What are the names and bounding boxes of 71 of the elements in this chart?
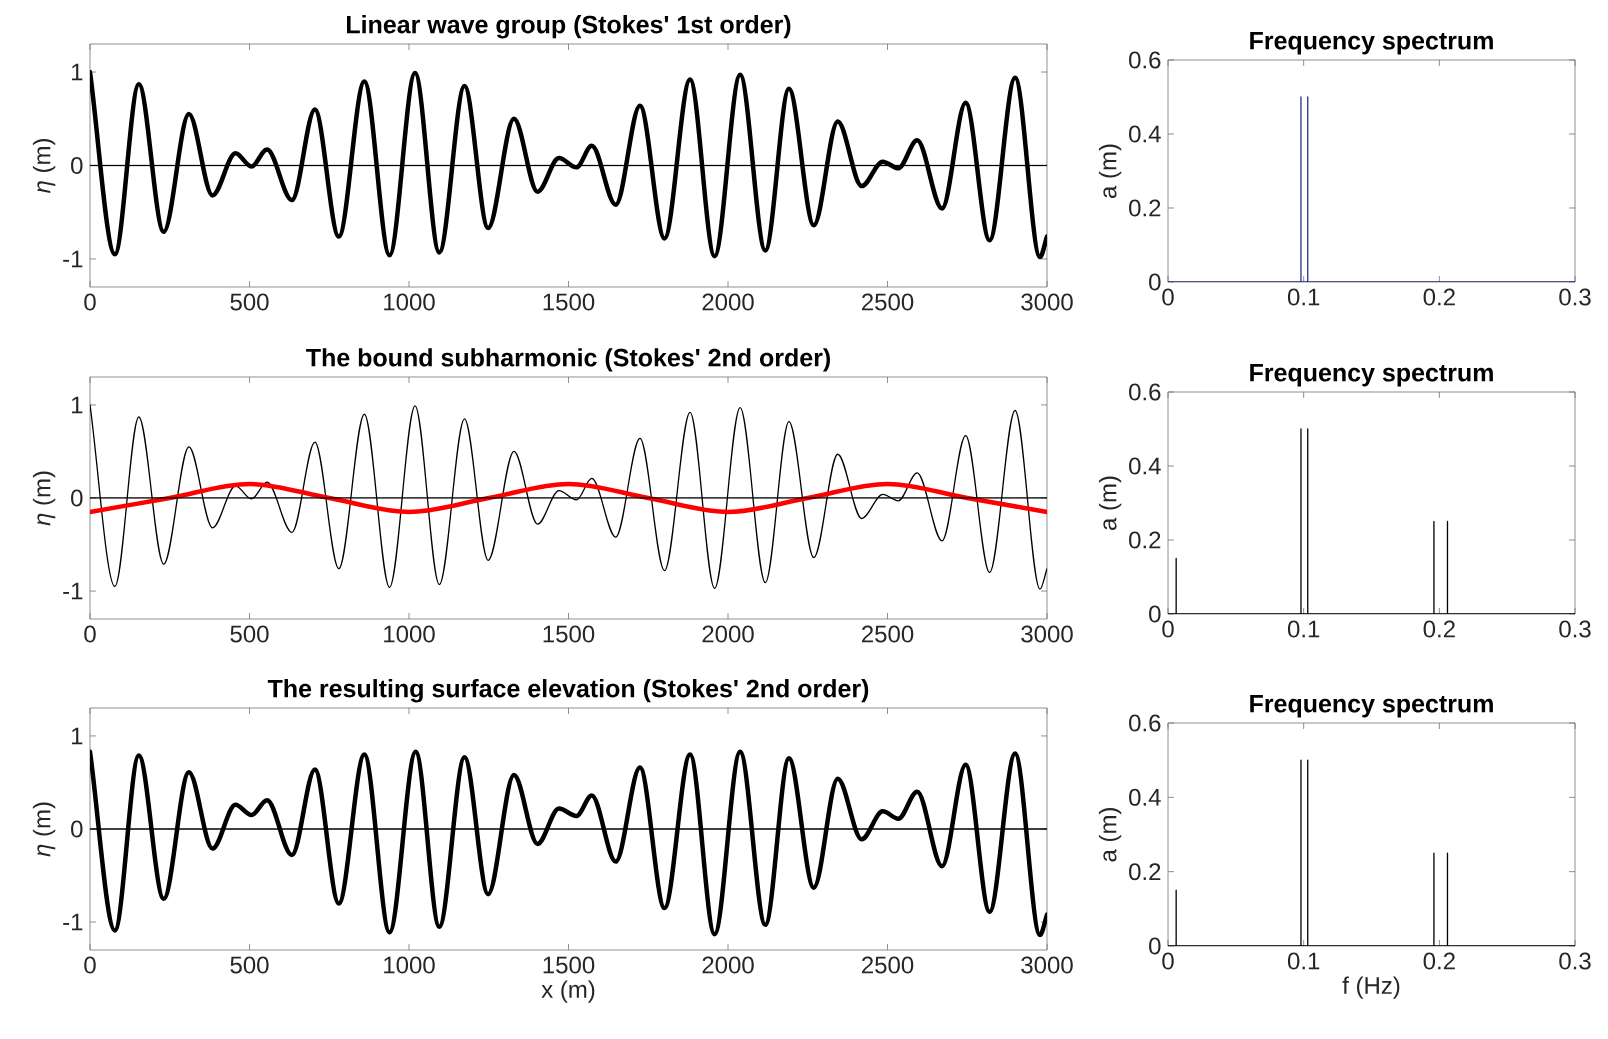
y-axis-title: a (m)	[1098, 476, 1122, 530]
x-tick-label: 0.2	[1423, 952, 1455, 970]
x-tick-label: 2500	[862, 625, 914, 643]
y-tick-label: -1	[63, 582, 83, 600]
chart-title: Frequency spectrum	[1250, 695, 1493, 718]
x-tick-label: 500	[230, 956, 269, 974]
x-tick-label: 1500	[543, 956, 595, 974]
x-tick-label: 1500	[543, 293, 595, 311]
line-series	[90, 749, 1048, 938]
x-tick-label: 2500	[862, 293, 914, 311]
x-tick-label: 0.3	[1559, 620, 1591, 638]
x-axis-title: x (m)	[541, 980, 595, 1003]
y-tick-label: 0	[71, 820, 83, 838]
line-series	[1168, 428, 1576, 614]
y-tick-label: -1	[63, 250, 83, 268]
x-tick-label: 500	[230, 293, 269, 311]
x-tick-label: 2000	[702, 293, 754, 311]
x-tick-label: 0	[1162, 288, 1174, 306]
y-tick-label: 1	[71, 727, 83, 745]
y-tick-label: 0	[1149, 273, 1161, 291]
y-tick-label: 1	[71, 396, 83, 414]
y-tick-label: 0.4	[1129, 125, 1161, 143]
x-tick-label: 2000	[702, 625, 754, 643]
y-tick-label: 0.4	[1129, 457, 1161, 475]
chart-title: Frequency spectrum	[1250, 32, 1493, 55]
x-tick-label: 0	[84, 293, 96, 311]
x-tick-label: 1000	[384, 956, 435, 974]
line-series	[1168, 759, 1576, 946]
y-tick-label: 0	[71, 157, 83, 174]
y-axis-title: a (m)	[1098, 808, 1122, 862]
y-axis-title: η (m)	[32, 138, 56, 194]
y-tick-label: 0.6	[1129, 714, 1161, 732]
x-tick-label: 2500	[862, 956, 914, 974]
x-tick-label: 0	[84, 625, 96, 643]
x-tick-label: 0.2	[1423, 620, 1455, 638]
x-tick-label: 0.1	[1287, 288, 1320, 306]
chart-title: Linear wave group (Stokes' 1st order)	[347, 15, 791, 39]
x-tick-label: 0.3	[1559, 288, 1591, 306]
y-tick-label: 0.6	[1129, 383, 1161, 401]
y-tick-label: 1	[71, 63, 83, 81]
x-tick-label: 0.1	[1287, 620, 1320, 638]
y-tick-label: 0	[71, 489, 83, 507]
y-tick-label: 0	[1149, 937, 1161, 955]
y-tick-label: 0	[1149, 605, 1161, 623]
x-tick-label: 1500	[543, 625, 595, 643]
x-tick-label: 0	[1162, 952, 1174, 970]
chart-title: Frequency spectrum	[1250, 364, 1493, 387]
x-tick-label: 3000	[1021, 625, 1073, 643]
y-tick-label: 0.6	[1129, 51, 1161, 69]
y-axis-title: a (m)	[1098, 144, 1122, 198]
y-axis-title: η (m)	[32, 802, 56, 857]
x-tick-label: 0	[84, 956, 96, 974]
y-tick-label: 0.2	[1129, 863, 1161, 881]
chart-title: The bound subharmonic (Stokes' 2nd order)	[306, 348, 830, 372]
x-tick-label: 3000	[1021, 293, 1073, 311]
x-tick-label: 0.2	[1423, 288, 1455, 306]
x-axis-title: f (Hz)	[1342, 976, 1400, 999]
y-axis-title: η (m)	[32, 471, 56, 526]
x-tick-label: 0	[1162, 620, 1174, 638]
y-tick-label: 0.2	[1129, 531, 1161, 549]
y-tick-label: 0.4	[1129, 788, 1161, 806]
x-tick-label: 0.1	[1287, 952, 1320, 970]
x-tick-label: 2000	[702, 956, 754, 974]
y-tick-label: 0.2	[1129, 199, 1161, 217]
x-tick-label: 1000	[384, 293, 435, 311]
chart-title: The resulting surface elevation (Stokes' 2nd order)	[267, 679, 869, 703]
x-tick-label: 1000	[384, 625, 435, 643]
y-tick-label: -1	[63, 913, 83, 931]
x-tick-label: 0.3	[1559, 952, 1591, 970]
x-tick-label: 500	[230, 625, 269, 643]
x-tick-label: 3000	[1021, 956, 1073, 974]
